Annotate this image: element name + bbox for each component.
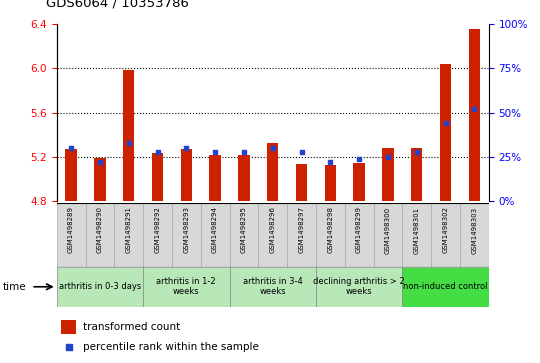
Bar xyxy=(460,203,489,267)
Bar xyxy=(287,203,316,267)
Bar xyxy=(267,143,279,201)
Bar xyxy=(440,64,451,201)
Bar xyxy=(374,203,402,267)
Bar xyxy=(230,267,316,307)
Bar xyxy=(123,70,134,201)
Bar xyxy=(296,164,307,201)
Bar xyxy=(469,29,480,201)
Bar xyxy=(65,149,77,201)
Point xyxy=(67,145,76,151)
Text: percentile rank within the sample: percentile rank within the sample xyxy=(83,342,259,352)
Bar xyxy=(345,203,374,267)
Point xyxy=(211,149,219,155)
Text: GSM1498295: GSM1498295 xyxy=(241,207,247,253)
Text: arthritis in 3-4
weeks: arthritis in 3-4 weeks xyxy=(243,277,302,297)
Point xyxy=(326,159,335,165)
Text: GDS6064 / 10353786: GDS6064 / 10353786 xyxy=(46,0,189,9)
Bar xyxy=(57,203,85,267)
Bar xyxy=(238,155,249,201)
Bar xyxy=(210,155,221,201)
Bar xyxy=(201,203,230,267)
Bar xyxy=(353,163,365,201)
Bar xyxy=(325,165,336,201)
Bar xyxy=(411,148,422,201)
Bar xyxy=(180,149,192,201)
Point xyxy=(124,140,133,146)
Bar xyxy=(57,267,143,307)
Point xyxy=(182,145,191,151)
Bar xyxy=(143,267,230,307)
Text: GSM1498301: GSM1498301 xyxy=(414,207,420,254)
Text: time: time xyxy=(3,282,26,292)
Bar xyxy=(402,267,489,307)
Text: arthritis in 0-3 days: arthritis in 0-3 days xyxy=(59,282,141,291)
Bar xyxy=(431,203,460,267)
Point xyxy=(413,149,421,155)
Text: GSM1498302: GSM1498302 xyxy=(442,207,449,253)
Point xyxy=(96,159,104,165)
Text: GSM1498296: GSM1498296 xyxy=(269,207,276,253)
Bar xyxy=(172,203,201,267)
Text: transformed count: transformed count xyxy=(83,322,180,332)
Text: GSM1498289: GSM1498289 xyxy=(68,207,74,253)
Point xyxy=(64,344,73,350)
Bar xyxy=(85,203,114,267)
Point xyxy=(297,149,306,155)
Point xyxy=(383,154,392,160)
Text: GSM1498297: GSM1498297 xyxy=(299,207,305,253)
Bar xyxy=(382,148,394,201)
Bar xyxy=(258,203,287,267)
Text: GSM1498293: GSM1498293 xyxy=(183,207,190,253)
Text: declining arthritis > 2
weeks: declining arthritis > 2 weeks xyxy=(313,277,405,297)
Bar xyxy=(316,203,345,267)
Text: GSM1498299: GSM1498299 xyxy=(356,207,362,253)
Point xyxy=(470,106,478,112)
Text: arthritis in 1-2
weeks: arthritis in 1-2 weeks xyxy=(157,277,216,297)
Bar xyxy=(61,320,76,334)
Bar xyxy=(402,203,431,267)
Bar xyxy=(152,152,163,201)
Bar xyxy=(316,267,402,307)
Bar xyxy=(94,158,106,201)
Text: GSM1498290: GSM1498290 xyxy=(97,207,103,253)
Text: GSM1498298: GSM1498298 xyxy=(327,207,333,253)
Point xyxy=(240,149,248,155)
Point xyxy=(268,145,277,151)
Bar xyxy=(230,203,258,267)
Text: non-induced control: non-induced control xyxy=(403,282,488,291)
Bar xyxy=(114,203,143,267)
Point xyxy=(441,120,450,126)
Text: GSM1498300: GSM1498300 xyxy=(385,207,391,254)
Text: GSM1498292: GSM1498292 xyxy=(154,207,160,253)
Text: GSM1498303: GSM1498303 xyxy=(471,207,477,254)
Text: GSM1498291: GSM1498291 xyxy=(126,207,132,253)
Text: GSM1498294: GSM1498294 xyxy=(212,207,218,253)
Point xyxy=(153,149,162,155)
Point xyxy=(355,156,363,162)
Bar xyxy=(143,203,172,267)
